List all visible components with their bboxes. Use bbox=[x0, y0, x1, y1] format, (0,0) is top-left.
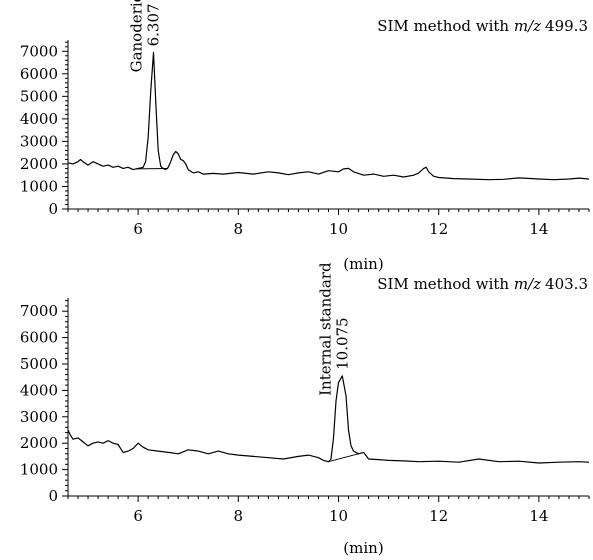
peak-compound-name: Internal standard bbox=[316, 262, 334, 396]
x-tick-label: 12 bbox=[429, 220, 448, 238]
y-tick-label: 3000 bbox=[20, 408, 58, 426]
chromatogram-trace bbox=[67, 375, 590, 464]
peak-compound-name: Ganoderic acid A bbox=[128, 0, 146, 72]
x-axis-label: (min) bbox=[343, 255, 383, 273]
y-tick-label: 7000 bbox=[20, 302, 58, 320]
x-tick-label: 12 bbox=[429, 507, 448, 525]
y-tick-label: 0 bbox=[48, 200, 58, 218]
mz-value: 403.3 bbox=[545, 275, 588, 293]
mz-value: 499.3 bbox=[545, 17, 588, 35]
y-tick-label: 1000 bbox=[20, 177, 58, 195]
x-tick-label: 6 bbox=[133, 220, 143, 238]
chromatogram-trace bbox=[67, 51, 590, 181]
y-tick-label: 4000 bbox=[20, 381, 58, 399]
y-tick-label: 7000 bbox=[20, 42, 58, 60]
x-tick-label: 14 bbox=[529, 507, 548, 525]
x-tick-label: 10 bbox=[329, 220, 348, 238]
x-tick-label: 6 bbox=[133, 507, 143, 525]
peak-retention-time: 10.075 bbox=[333, 317, 351, 370]
y-tick-label: 5000 bbox=[20, 87, 58, 105]
peak-retention-time: 6.307 bbox=[145, 3, 163, 46]
y-tick-label: 5000 bbox=[20, 355, 58, 373]
x-tick-label: 14 bbox=[529, 220, 548, 238]
method-prefix: SIM method with bbox=[377, 17, 514, 35]
y-tick-label: 6000 bbox=[20, 329, 58, 347]
y-tick-label: 3000 bbox=[20, 132, 58, 150]
mz-label: m/z bbox=[514, 17, 541, 35]
x-tick-label: 8 bbox=[234, 507, 244, 525]
x-axis-label: (min) bbox=[343, 539, 383, 557]
y-tick-label: 2000 bbox=[20, 434, 58, 452]
mz-label: m/z bbox=[514, 275, 541, 293]
chromatogram-panel-2: 0 1000 2000 3000 4000 5000 6000 7000 6 8 10 12 14 (mi… bbox=[20, 262, 590, 557]
x-tick-label: 10 bbox=[329, 507, 348, 525]
x-tick-label: 8 bbox=[234, 220, 244, 238]
y-tick-label: 2000 bbox=[20, 155, 58, 173]
method-prefix: SIM method with bbox=[377, 275, 514, 293]
chromatogram-panel-1: 0 1000 2000 3000 4000 5000 6000 7000 6 8 10 12 14 (mi… bbox=[20, 0, 590, 273]
y-tick-label: 6000 bbox=[20, 65, 58, 83]
y-tick-label: 4000 bbox=[20, 110, 58, 128]
method-title: SIM method with m/z 403.3 bbox=[377, 275, 588, 293]
method-title: SIM method with m/z 499.3 bbox=[377, 17, 588, 35]
y-tick-label: 1000 bbox=[20, 461, 58, 479]
y-tick-label: 0 bbox=[48, 487, 58, 505]
